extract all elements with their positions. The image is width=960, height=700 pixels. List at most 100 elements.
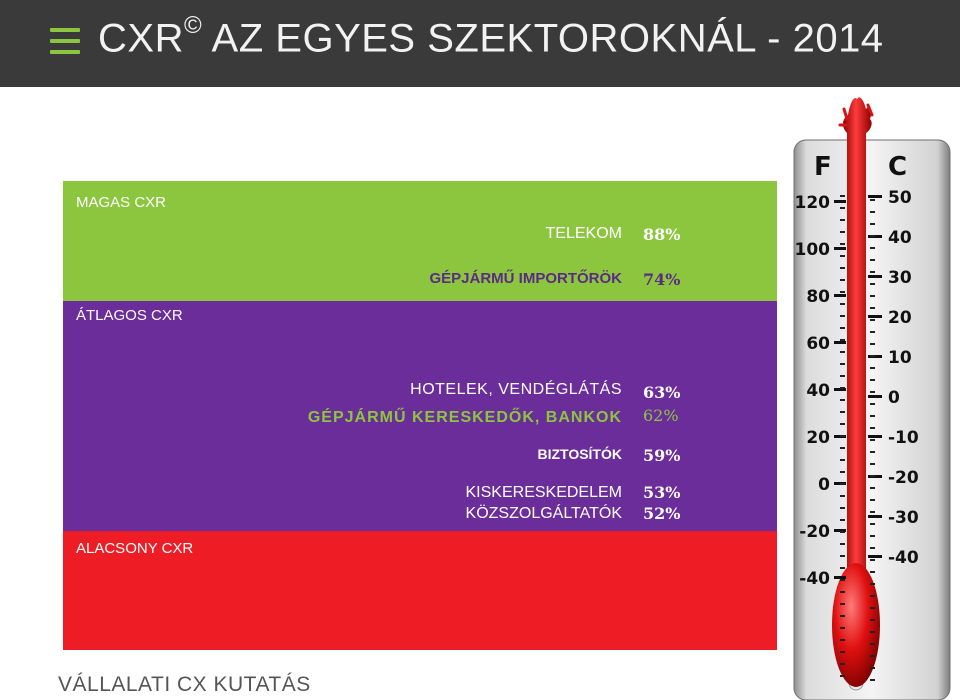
fahrenheit-tick-mark xyxy=(834,341,846,344)
sector-value: 52% xyxy=(643,504,681,523)
celsius-tick-mark xyxy=(868,315,882,318)
minor-tick-mark xyxy=(870,235,875,237)
fahrenheit-tick-label: 0 xyxy=(818,475,830,495)
minor-tick-mark xyxy=(840,435,845,437)
minor-tick-mark xyxy=(870,499,875,501)
minor-tick-mark xyxy=(870,511,875,513)
minor-tick-mark xyxy=(870,439,875,441)
minor-tick-mark xyxy=(840,219,845,221)
minor-tick-mark xyxy=(870,583,875,585)
fahrenheit-tick-label: 80 xyxy=(806,287,830,307)
minor-tick-mark xyxy=(870,211,875,213)
celsius-tick-label: 50 xyxy=(888,188,912,208)
minor-tick-mark xyxy=(870,427,875,429)
minor-tick-mark xyxy=(840,603,845,605)
fahrenheit-tick-label: 120 xyxy=(795,193,831,213)
minor-tick-mark xyxy=(840,579,845,581)
fahrenheit-tick-mark xyxy=(834,200,846,203)
minor-tick-mark xyxy=(870,415,875,417)
fahrenheit-tick-label: 20 xyxy=(806,428,830,448)
sector-label: TELEKOM xyxy=(545,225,622,242)
minor-tick-mark xyxy=(840,651,845,653)
minor-tick-mark xyxy=(840,339,845,341)
celsius-tick-label: -40 xyxy=(888,548,919,568)
minor-tick-mark xyxy=(840,423,845,425)
minor-tick-mark xyxy=(870,223,875,225)
minor-tick-mark xyxy=(840,303,845,305)
minor-tick-mark xyxy=(870,559,875,561)
sector-label: GÉPJÁRMŰ IMPORTŐRÖK xyxy=(429,270,622,287)
minor-tick-mark xyxy=(870,679,875,681)
minor-tick-mark xyxy=(870,283,875,285)
sector-label: GÉPJÁRMŰ KERESKEDŐK, BANKOK xyxy=(307,409,622,426)
minor-tick-mark xyxy=(840,519,845,521)
fahrenheit-tick-mark xyxy=(834,529,846,532)
minor-tick-mark xyxy=(870,643,875,645)
minor-tick-mark xyxy=(870,331,875,333)
minor-tick-mark xyxy=(840,591,845,593)
minor-tick-mark xyxy=(840,255,845,257)
sector-value: 63% xyxy=(643,383,681,402)
minor-tick-mark xyxy=(840,315,845,317)
fahrenheit-tick-label: -20 xyxy=(799,522,830,542)
minor-tick-mark xyxy=(840,351,845,353)
minor-tick-mark xyxy=(840,243,845,245)
minor-tick-mark xyxy=(870,571,875,573)
level-high-label: MAGAS CXR xyxy=(76,194,167,211)
minor-tick-mark xyxy=(870,667,875,669)
sector-label: KISKERESKEDELEM xyxy=(465,484,623,501)
level-mid-label: ÁTLAGOS CXR xyxy=(76,307,183,324)
sector-value: 62% xyxy=(643,406,679,425)
celsius-label: C xyxy=(888,152,907,182)
minor-tick-mark xyxy=(870,295,875,297)
minor-tick-mark xyxy=(840,627,845,629)
celsius-tick-label: 20 xyxy=(888,308,912,328)
minor-tick-mark xyxy=(870,391,875,393)
celsius-tick-mark xyxy=(868,195,882,198)
minor-tick-mark xyxy=(870,595,875,597)
minor-tick-mark xyxy=(840,675,845,677)
minor-tick-mark xyxy=(840,231,845,233)
footer-label: VÁLLALATI CX KUTATÁS xyxy=(58,673,311,696)
minor-tick-mark xyxy=(870,547,875,549)
fahrenheit-tick-label: -40 xyxy=(799,569,830,589)
fahrenheit-tick-mark xyxy=(834,247,846,250)
fahrenheit-label: F xyxy=(814,152,832,182)
minor-tick-mark xyxy=(870,463,875,465)
minor-tick-mark xyxy=(870,307,875,309)
minor-tick-mark xyxy=(870,403,875,405)
sector-value: 74% xyxy=(643,270,681,289)
celsius-tick-mark xyxy=(868,275,882,278)
fahrenheit-tick-mark xyxy=(834,294,846,297)
celsius-tick-label: 40 xyxy=(888,228,912,248)
page-title: CXR© AZ EGYES SZEKTOROKNÁL - 2014 xyxy=(98,12,884,61)
minor-tick-mark xyxy=(840,291,845,293)
minor-tick-mark xyxy=(840,567,845,569)
sector-label: KÖZSZOLGÁLTATÓK xyxy=(465,505,622,522)
minor-tick-mark xyxy=(870,523,875,525)
minor-tick-mark xyxy=(840,531,845,533)
minor-tick-mark xyxy=(840,363,845,365)
minor-tick-mark xyxy=(870,259,875,261)
celsius-tick-mark xyxy=(868,555,882,558)
celsius-tick-mark xyxy=(868,435,882,438)
minor-tick-mark xyxy=(870,367,875,369)
minor-tick-mark xyxy=(870,451,875,453)
sector-value: 53% xyxy=(643,483,681,502)
sector-label: BIZTOSÍTÓK xyxy=(537,446,622,462)
celsius-tick-label: 10 xyxy=(888,348,912,368)
sector-value: 59% xyxy=(643,446,681,465)
low-cxr-band xyxy=(63,531,777,650)
minor-tick-mark xyxy=(870,199,875,201)
celsius-tick-label: -20 xyxy=(888,468,919,488)
fahrenheit-tick-label: 40 xyxy=(806,381,830,401)
celsius-tick-mark xyxy=(868,395,882,398)
minor-tick-mark xyxy=(870,247,875,249)
minor-tick-mark xyxy=(840,447,845,449)
minor-tick-mark xyxy=(840,327,845,329)
minor-tick-mark xyxy=(870,319,875,321)
minor-tick-mark xyxy=(870,475,875,477)
minor-tick-mark xyxy=(870,655,875,657)
minor-tick-mark xyxy=(840,615,845,617)
